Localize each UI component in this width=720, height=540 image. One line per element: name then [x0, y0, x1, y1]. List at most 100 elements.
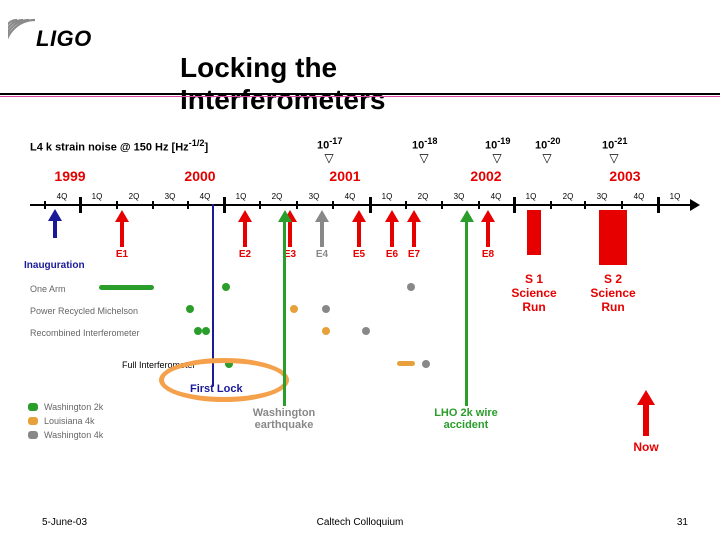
strain-marker: 10-18	[412, 136, 437, 152]
first-lock-label: First Lock	[190, 383, 243, 395]
strain-marker-icon: ▽	[492, 151, 501, 165]
timeline-tick	[550, 201, 552, 209]
quarter-label: 3Q	[597, 192, 608, 201]
timeline-tick	[79, 197, 82, 213]
legend-la4k-dot	[28, 417, 38, 425]
strain-marker: 10-20	[535, 136, 560, 152]
science-run-label: S 1 Science Run	[511, 273, 556, 314]
year-label: 2002	[470, 168, 501, 184]
page-title: Locking the Interferometers	[180, 52, 540, 116]
quarter-label: 4Q	[200, 192, 211, 201]
engineering-run-label: E5	[353, 249, 365, 260]
quarter-label: 4Q	[57, 192, 68, 201]
footer-page-number: 31	[677, 517, 688, 528]
quarter-label: 1Q	[92, 192, 103, 201]
engineering-run-label: E8	[482, 249, 494, 260]
timeline-tick	[478, 201, 480, 209]
title-divider	[0, 93, 720, 97]
timeline-tick	[369, 197, 372, 213]
quarter-label: 4Q	[491, 192, 502, 201]
phase-dot	[362, 327, 370, 335]
quarter-label: 3Q	[165, 192, 176, 201]
strain-marker: 10-21	[602, 136, 627, 152]
header: LIGO Locking the Interferometers	[0, 0, 720, 92]
timeline-tick	[296, 201, 298, 209]
engineering-run-label: E2	[239, 249, 251, 260]
quarter-label: 3Q	[309, 192, 320, 201]
now-label: Now	[633, 440, 658, 454]
legend-la4k-label: Louisiana 4k	[44, 416, 95, 426]
timeline-tick	[584, 201, 586, 209]
timeline-tick	[223, 197, 226, 213]
legend-wa4k-dot	[28, 431, 38, 439]
timeline-tick	[657, 197, 660, 213]
quarter-label: 4Q	[345, 192, 356, 201]
engineering-run-label: E6	[386, 249, 398, 260]
phase-dot	[407, 283, 415, 291]
timeline-arrowhead-icon	[690, 199, 700, 211]
phase-dot	[422, 360, 430, 368]
timeline-tick	[332, 201, 334, 209]
quarter-label: 3Q	[454, 192, 465, 201]
quarter-label: 4Q	[634, 192, 645, 201]
first-lock-highlight-icon	[159, 358, 289, 402]
footer-venue: Caltech Colloquium	[317, 517, 404, 528]
logo-text: LIGO	[36, 26, 92, 52]
science-run-bar	[599, 210, 627, 265]
timeline-tick	[44, 201, 46, 209]
quarter-label: 1Q	[236, 192, 247, 201]
legend-wa2k-dot	[28, 403, 38, 411]
strain-marker: 10-17	[317, 136, 342, 152]
washington-earthquake-label: Washington earthquake	[253, 407, 316, 431]
strain-marker-icon: ▽	[609, 151, 618, 165]
year-label: 2003	[609, 168, 640, 184]
year-label: 2000	[184, 168, 215, 184]
quarter-label: 2Q	[563, 192, 574, 201]
phase-one-arm-label: One Arm	[30, 284, 66, 294]
science-run-bar	[527, 210, 541, 255]
lho-accident-label: LHO 2k wire accident	[434, 407, 498, 431]
phase-prm-label: Power Recycled Michelson	[30, 306, 138, 316]
timeline-tick	[405, 201, 407, 209]
strain-marker: 10-19	[485, 136, 510, 152]
timeline-tick	[621, 201, 623, 209]
timeline-tick	[152, 201, 154, 209]
timeline-diagram: L4 k strain noise @ 150 Hz [Hz-1/2] 10-1…	[22, 110, 702, 480]
phase-segment	[99, 285, 154, 290]
quarter-label: 2Q	[272, 192, 283, 201]
footer-date: 5-June-03	[42, 517, 87, 528]
phase-dot	[322, 327, 330, 335]
quarter-label: 1Q	[670, 192, 681, 201]
phase-dot	[290, 305, 298, 313]
phase-dot	[194, 327, 202, 335]
engineering-run-label: E1	[116, 249, 128, 260]
inauguration-label: Inauguration	[24, 260, 85, 271]
phase-recomb-label: Recombined Interferometer	[30, 328, 140, 338]
strain-marker-icon: ▽	[324, 151, 333, 165]
quarter-label: 2Q	[418, 192, 429, 201]
science-run-label: S 2 Science Run	[590, 273, 635, 314]
year-label: 1999	[54, 168, 85, 184]
legend-wa2k-label: Washington 2k	[44, 402, 103, 412]
timeline-axis	[30, 204, 690, 206]
strain-marker-icon: ▽	[419, 151, 428, 165]
phase-segment	[397, 361, 415, 366]
phase-dot	[186, 305, 194, 313]
quarter-label: 2Q	[129, 192, 140, 201]
timeline-tick	[116, 201, 118, 209]
timeline-tick	[441, 201, 443, 209]
phase-dot	[222, 283, 230, 291]
strain-noise-label: L4 k strain noise @ 150 Hz [Hz-1/2]	[30, 138, 208, 154]
timeline-tick	[259, 201, 261, 209]
strain-marker-icon: ▽	[542, 151, 551, 165]
phase-dot	[322, 305, 330, 313]
phase-dot	[202, 327, 210, 335]
quarter-label: 1Q	[526, 192, 537, 201]
engineering-run-label: E7	[408, 249, 420, 260]
engineering-run-label: E4	[316, 249, 328, 260]
quarter-label: 1Q	[382, 192, 393, 201]
timeline-tick	[187, 201, 189, 209]
legend-wa4k-label: Washington 4k	[44, 430, 103, 440]
timeline-tick	[513, 197, 516, 213]
year-label: 2001	[329, 168, 360, 184]
